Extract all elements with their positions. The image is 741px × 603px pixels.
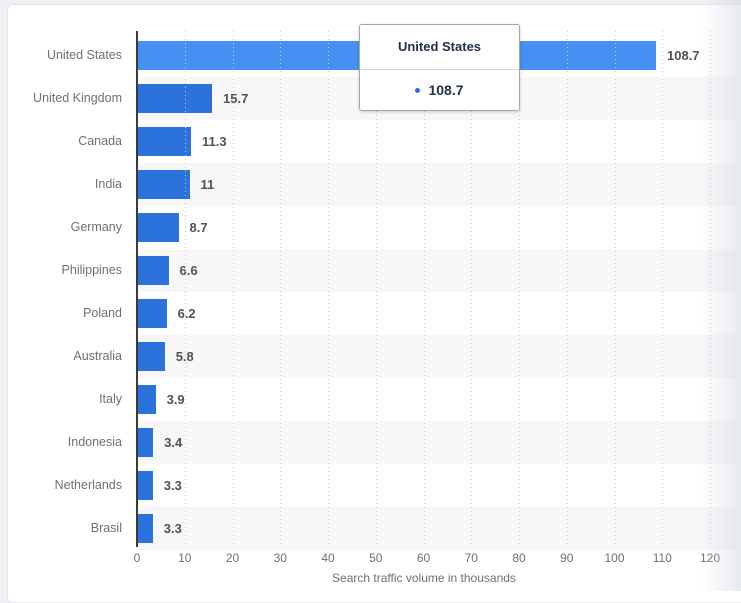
category-label: Australia	[73, 349, 122, 363]
bar-canada[interactable]	[137, 127, 191, 156]
gridline	[423, 31, 425, 547]
bar-poland[interactable]	[137, 299, 167, 328]
x-tick-label: 70	[464, 551, 478, 565]
value-label: 15.7	[223, 91, 249, 106]
bar-row: United States 108.7	[8, 34, 741, 77]
bar-row: Philippines 6.6	[8, 249, 741, 292]
bar-row: Netherlands 3.3	[8, 464, 741, 507]
x-tick-label: 120	[699, 551, 721, 565]
tooltip-title: United States	[360, 25, 519, 70]
gridline	[566, 31, 568, 547]
gridline	[328, 31, 329, 547]
gridline	[710, 31, 711, 547]
gridline	[375, 31, 377, 547]
value-label: 11	[200, 177, 215, 192]
row-stripe	[137, 335, 737, 378]
x-tick-label: 0	[133, 551, 141, 565]
row-stripe	[137, 421, 737, 464]
tooltip: United States 108.7	[359, 24, 520, 111]
x-axis-title: Search traffic volume in thousands	[332, 571, 516, 585]
bar-philippines[interactable]	[137, 256, 169, 285]
tooltip-value-row: 108.7	[360, 70, 519, 111]
bar-indonesia[interactable]	[137, 428, 154, 457]
row-stripe	[137, 163, 737, 206]
x-tick-label: 60	[416, 551, 431, 565]
x-tick-label: 40	[321, 551, 335, 565]
bar-row: Canada 11.3	[8, 120, 741, 163]
category-label: Brasil	[90, 521, 122, 535]
value-label: 8.7	[189, 220, 208, 235]
bar-row: Indonesia 3.4	[8, 421, 741, 464]
x-tick-label: 90	[560, 551, 574, 565]
bar-row: Brasil 3.3	[8, 507, 741, 550]
category-label: India	[94, 177, 122, 191]
row-stripe	[137, 249, 737, 292]
bar-italy[interactable]	[137, 385, 156, 414]
gridline	[232, 31, 234, 547]
bar-row: India 11	[8, 163, 741, 206]
bar-row: Australia 5.8	[8, 335, 741, 378]
bar-india[interactable]	[137, 170, 190, 199]
category-axis-line	[136, 31, 138, 547]
bar-row: Italy 3.9	[8, 378, 741, 421]
value-label: 5.8	[176, 335, 194, 378]
value-label: 108.7	[667, 48, 700, 63]
category-label: Germany	[70, 220, 122, 234]
row-stripe	[137, 507, 737, 550]
category-label: Italy	[99, 392, 122, 406]
value-label: 6.6	[179, 263, 198, 278]
x-tick-label: 110	[652, 551, 672, 565]
category-label: United Kingdom	[33, 91, 122, 105]
category-label: Poland	[83, 306, 122, 320]
value-label: 3.3	[163, 478, 182, 493]
x-tick-label: 30	[273, 551, 287, 565]
value-label: 3.3	[163, 521, 182, 536]
category-label: Indonesia	[67, 435, 122, 449]
bar-row: Germany 8.7	[8, 206, 741, 249]
value-label: 6.2	[177, 306, 196, 321]
x-tick-label: 100	[604, 551, 625, 565]
category-label: Netherlands	[54, 478, 122, 492]
x-tick-label: 80	[512, 551, 526, 565]
tooltip-value: 108.7	[428, 82, 464, 98]
value-label: 3.4	[164, 435, 183, 450]
bar-row: Poland 6.2	[8, 292, 741, 335]
series-marker-icon	[415, 88, 421, 93]
gridline	[662, 31, 664, 547]
category-label: Canada	[78, 134, 122, 148]
x-tick-label: 10	[178, 551, 192, 565]
bar-brasil[interactable]	[137, 514, 153, 543]
value-label: 11.3	[202, 134, 227, 149]
gridline	[519, 31, 520, 547]
gridline	[614, 31, 616, 547]
category-label: Philippines	[61, 263, 122, 277]
gridline	[471, 31, 473, 547]
x-tick-label: 20	[225, 551, 240, 565]
bar-germany[interactable]	[137, 213, 179, 242]
value-label: 3.9	[166, 392, 185, 407]
bar-australia[interactable]	[137, 342, 165, 371]
bar-netherlands[interactable]	[137, 471, 153, 500]
x-tick-label: 50	[369, 551, 383, 565]
bar-united-kingdom[interactable]	[137, 84, 212, 113]
gridline	[280, 31, 282, 547]
gridline	[184, 31, 186, 547]
category-label: United States	[46, 48, 122, 62]
